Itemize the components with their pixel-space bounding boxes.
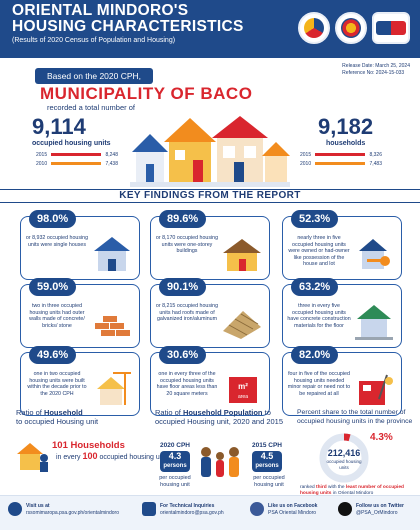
twitter-x-icon <box>338 502 352 516</box>
trend-row: 2015 8,326 <box>300 151 382 158</box>
ranking-note: ranked third with the least number of oc… <box>300 485 404 496</box>
households-count: 101 Households <box>52 440 125 451</box>
based-on-pill: Based on the 2020 CPH, <box>35 68 154 84</box>
finding-text: nearly three in five occupied housing un… <box>288 235 350 268</box>
ratio-population-title: Ratio of Household Population to occupie… <box>155 408 284 426</box>
share-total-label: occupied housing units <box>326 459 362 470</box>
note-2015: per occupied housing unit <box>253 475 285 488</box>
finding-card-repair: 82.0% four in five of the occupied housi… <box>282 346 402 416</box>
households-value: 9,182 <box>318 114 374 139</box>
finding-pct: 82.0% <box>291 346 339 364</box>
finding-card-single-houses: 98.0% or 8,932 occupied housing units we… <box>20 210 140 280</box>
globe-icon <box>8 502 22 516</box>
page-subtitle: (Results of 2020 Census of Population an… <box>12 37 176 44</box>
finding-text: one in every three of the occupied housi… <box>156 371 218 397</box>
footer-twitter[interactable]: Follow us on Twitter @PSA_OrMindoro <box>356 503 404 516</box>
trend-row: 2010 7,438 <box>36 160 118 167</box>
finding-pct: 89.6% <box>159 210 207 228</box>
release-date: Release Date: March 25, 2024 <box>342 63 410 69</box>
year-2015-label: 2015 CPH <box>252 442 282 449</box>
share-percent: 4.3% <box>370 432 393 443</box>
trend-row: 2010 7,483 <box>300 160 382 167</box>
footer-facebook[interactable]: Like us on Facebook PSA Oriental Mindoro <box>268 503 318 516</box>
page-title: ORIENTAL MINDORO'S HOUSING CHARACTERISTI… <box>12 3 244 35</box>
municipality-name: MUNICIPALITY OF BACO <box>40 84 253 103</box>
value-2020-pill: 4.3 persons <box>160 451 190 472</box>
houses-illustration <box>130 116 290 187</box>
reference-number: Reference No: 2024-15-033 <box>342 70 405 76</box>
finding-card-floor: 63.2% three in every five occupied housi… <box>282 278 402 348</box>
svg-text:m²: m² <box>238 382 248 391</box>
households-label: households <box>326 140 366 147</box>
bricks-icon <box>95 316 130 336</box>
finding-pct: 49.6% <box>29 346 77 364</box>
in-every-text: in every 100 occupied housing units <box>56 451 171 462</box>
one-storey-house-icon <box>223 239 261 271</box>
finding-card-floor-area: 30.6% one in every three of the occupied… <box>150 346 270 416</box>
psa-logo <box>298 12 330 44</box>
year-2020-label: 2020 CPH <box>160 442 190 449</box>
finding-card-outer-walls: 59.0% two in three occupied housing unit… <box>20 278 140 348</box>
finding-text: two in three occupied housing units had … <box>29 303 85 329</box>
mail-icon <box>142 502 156 516</box>
housing-units-trend: 2015 8,248 2010 7,438 <box>36 150 118 168</box>
facebook-icon <box>250 502 264 516</box>
finding-pct: 59.0% <box>29 278 77 296</box>
house-person-icon <box>17 443 48 472</box>
households-trend: 2015 8,326 2010 7,483 <box>300 150 382 168</box>
finding-pct: 90.1% <box>159 278 207 296</box>
finding-card-one-storey: 89.6% or 8,170 occupied housing units we… <box>150 210 270 280</box>
house-key-icon <box>359 239 390 269</box>
trend-row: 2015 8,248 <box>36 151 118 158</box>
svg-text:area: area <box>238 394 248 400</box>
finding-text: or 8,215 occupied housing units had roof… <box>155 303 219 323</box>
ratio-household-title: Ratio of Household to occupied Housing u… <box>16 408 99 426</box>
share-title: Percent share to the total number of occ… <box>297 409 413 425</box>
key-findings-title: KEY FINDINGS FROM THE REPORT <box>119 190 301 201</box>
finding-pct: 30.6% <box>159 346 207 364</box>
finding-card-ownership: 52.3% nearly three in five occupied hous… <box>282 210 402 280</box>
note-2020: per occupied housing unit <box>159 475 191 488</box>
family-icon <box>201 447 239 477</box>
logo-group <box>298 12 410 44</box>
value-2015-pill: 4.5 persons <box>252 451 282 472</box>
finding-text: four in five of the occupied housing uni… <box>287 371 351 397</box>
roof-sheets-icon <box>223 311 261 339</box>
finding-text: three in every five occupied housing uni… <box>287 303 351 329</box>
concrete-house-icon <box>355 305 393 340</box>
finding-card-roofs: 90.1% or 8,215 occupied housing units ha… <box>150 278 270 348</box>
single-house-icon <box>94 237 130 271</box>
area-icon: m² area <box>229 377 257 403</box>
finding-text: or 8,932 occupied housing units were sin… <box>25 235 89 248</box>
footer-email[interactable]: For Technical Inquiries orientalmindoro@p… <box>160 503 224 516</box>
finding-text: or 8,170 occupied housing units were one… <box>155 235 219 255</box>
housing-units-label: occupied housing units <box>32 140 111 147</box>
release-info: Release Date: March 25, 2024 Reference N… <box>342 63 410 77</box>
census-2020-logo <box>372 12 410 44</box>
title-line-1: ORIENTAL MINDORO'S <box>12 2 189 19</box>
finding-pct: 52.3% <box>291 210 339 228</box>
finding-pct: 63.2% <box>291 278 339 296</box>
title-line-2: HOUSING CHARACTERISTICS <box>12 18 244 35</box>
finding-pct: 98.0% <box>29 210 77 228</box>
finding-text: one in two occupied housing units were b… <box>27 371 87 397</box>
share-donut <box>319 433 369 483</box>
share-total: 212,416 <box>327 448 361 458</box>
footer-website[interactable]: Visit us at rssomimaropa.psa.gov.ph/orien… <box>26 503 120 516</box>
construction-icon <box>97 372 131 405</box>
recorded-text: recorded a total number of <box>47 103 135 112</box>
finding-card-built-decade: 49.6% one in two occupied housing units … <box>20 346 140 416</box>
ph-seal-logo <box>335 12 367 44</box>
key-findings-band <box>0 189 420 203</box>
repair-icon <box>359 374 393 405</box>
housing-units-value: 9,114 <box>32 114 86 139</box>
